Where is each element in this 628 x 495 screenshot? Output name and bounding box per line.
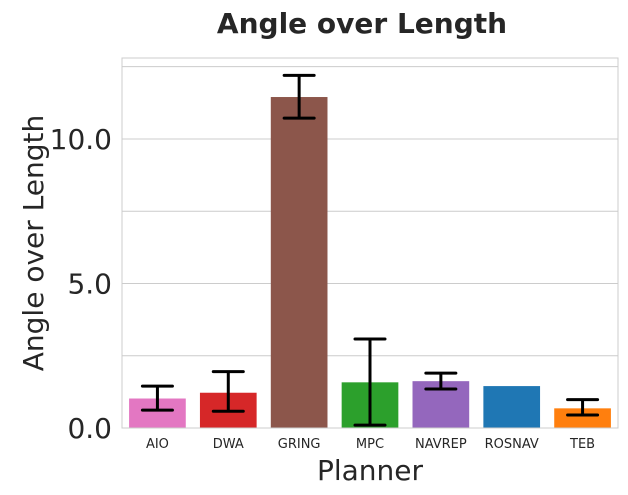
bar-rosnav [483,386,541,428]
y-tick-label: 10.0 [50,123,112,156]
error-bars [140,73,600,427]
y-tick-labels: 0.0 5.0 10.0 [50,123,112,445]
bars [129,97,611,428]
x-tick-label: GRING [278,437,321,452]
y-tick-label: 0.0 [67,412,112,445]
chart-title: Angle over Length [217,7,507,40]
plot-frame [121,57,619,429]
x-tick-label: DWA [213,437,244,452]
x-tick-label: ROSNAV [485,437,539,452]
x-tick-label: MPC [356,437,384,452]
x-tick-labels: AIO DWA GRING MPC NAVREP ROSNAV TEB [146,437,595,452]
bar-gring [270,97,328,428]
y-axis-label: Angle over Length [17,115,50,372]
bar-teb [554,408,611,428]
x-tick-label: NAVREP [415,437,467,452]
x-axis-label: Planner [317,454,424,487]
x-tick-label: TEB [569,437,595,452]
y-tick-label: 5.0 [67,267,112,300]
x-tick-label: AIO [146,437,169,452]
